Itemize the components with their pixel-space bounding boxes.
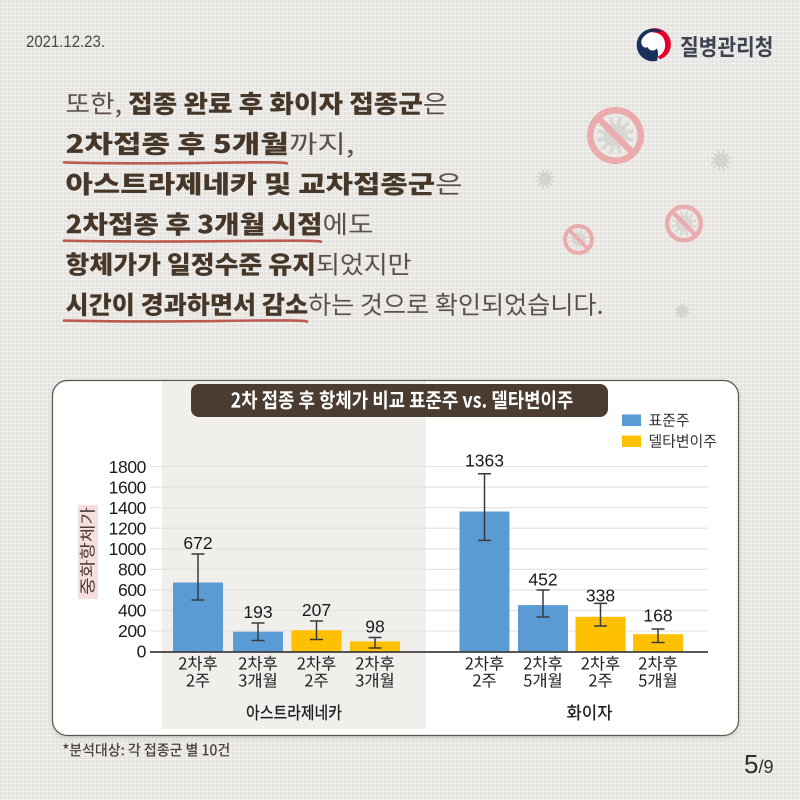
svg-text:1600: 1600	[109, 477, 147, 497]
svg-text:1363: 1363	[465, 451, 504, 471]
svg-text:1800: 1800	[109, 457, 147, 477]
svg-text:5/9: 5/9	[744, 749, 773, 779]
svg-text:193: 193	[243, 602, 272, 622]
svg-text:2021.12.23.: 2021.12.23.	[26, 33, 105, 51]
svg-text:400: 400	[118, 601, 147, 621]
svg-text:800: 800	[118, 560, 147, 580]
svg-text:200: 200	[118, 621, 147, 641]
svg-text:672: 672	[183, 533, 212, 553]
svg-text:1400: 1400	[109, 498, 147, 518]
svg-text:600: 600	[118, 580, 147, 600]
svg-text:0: 0	[137, 642, 147, 662]
svg-text:452: 452	[528, 570, 557, 590]
svg-text:207: 207	[302, 600, 331, 620]
svg-text:98: 98	[365, 617, 384, 637]
svg-text:168: 168	[643, 606, 672, 626]
svg-text:1200: 1200	[109, 518, 147, 538]
svg-text:338: 338	[586, 586, 615, 606]
svg-text:1000: 1000	[109, 539, 147, 559]
